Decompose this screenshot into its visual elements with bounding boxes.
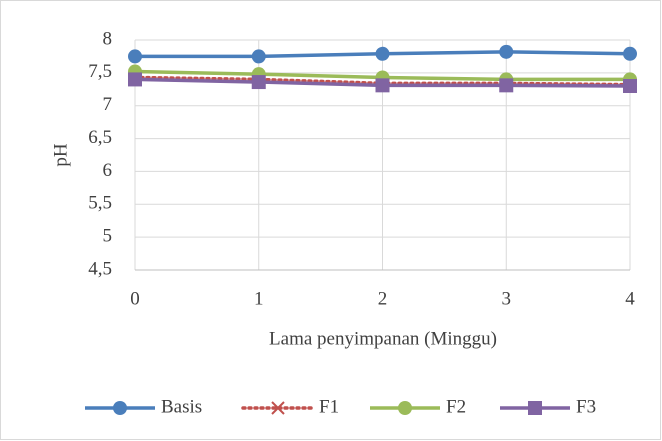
legend-label: Basis bbox=[161, 396, 202, 417]
legend-label: F2 bbox=[446, 396, 466, 417]
x-axis-label: Lama penyimpanan (Minggu) bbox=[269, 328, 497, 349]
data-point bbox=[251, 75, 266, 90]
data-point bbox=[128, 49, 142, 64]
data-point bbox=[375, 78, 390, 93]
x-tick-label: 3 bbox=[502, 288, 512, 309]
legend-marker bbox=[398, 401, 412, 415]
y-tick-label: 7,5 bbox=[88, 61, 112, 82]
x-tick-label: 4 bbox=[625, 288, 635, 309]
legend-marker bbox=[271, 401, 285, 415]
y-tick-label: 6 bbox=[103, 160, 113, 181]
y-tick-label: 5 bbox=[103, 226, 113, 247]
x-tick-label: 1 bbox=[254, 288, 264, 309]
data-point bbox=[499, 78, 514, 93]
legend-marker bbox=[528, 401, 542, 415]
x-tick-label: 0 bbox=[130, 288, 140, 309]
data-point bbox=[251, 49, 266, 64]
legend-label: F1 bbox=[319, 396, 339, 417]
data-point bbox=[623, 46, 637, 61]
data-point bbox=[623, 79, 637, 93]
legend-label: F3 bbox=[576, 396, 596, 417]
y-tick-label: 6,5 bbox=[88, 127, 112, 148]
x-tick-label: 2 bbox=[378, 288, 388, 309]
y-tick-label: 8 bbox=[103, 28, 113, 49]
y-tick-label: 4,5 bbox=[88, 258, 112, 279]
y-axis-label: pH bbox=[50, 143, 71, 167]
data-point bbox=[375, 46, 390, 61]
legend-marker bbox=[113, 401, 127, 415]
y-tick-label: 7 bbox=[103, 94, 113, 115]
y-tick-label: 5,5 bbox=[88, 193, 112, 214]
data-point bbox=[499, 44, 514, 59]
data-point bbox=[128, 72, 142, 87]
